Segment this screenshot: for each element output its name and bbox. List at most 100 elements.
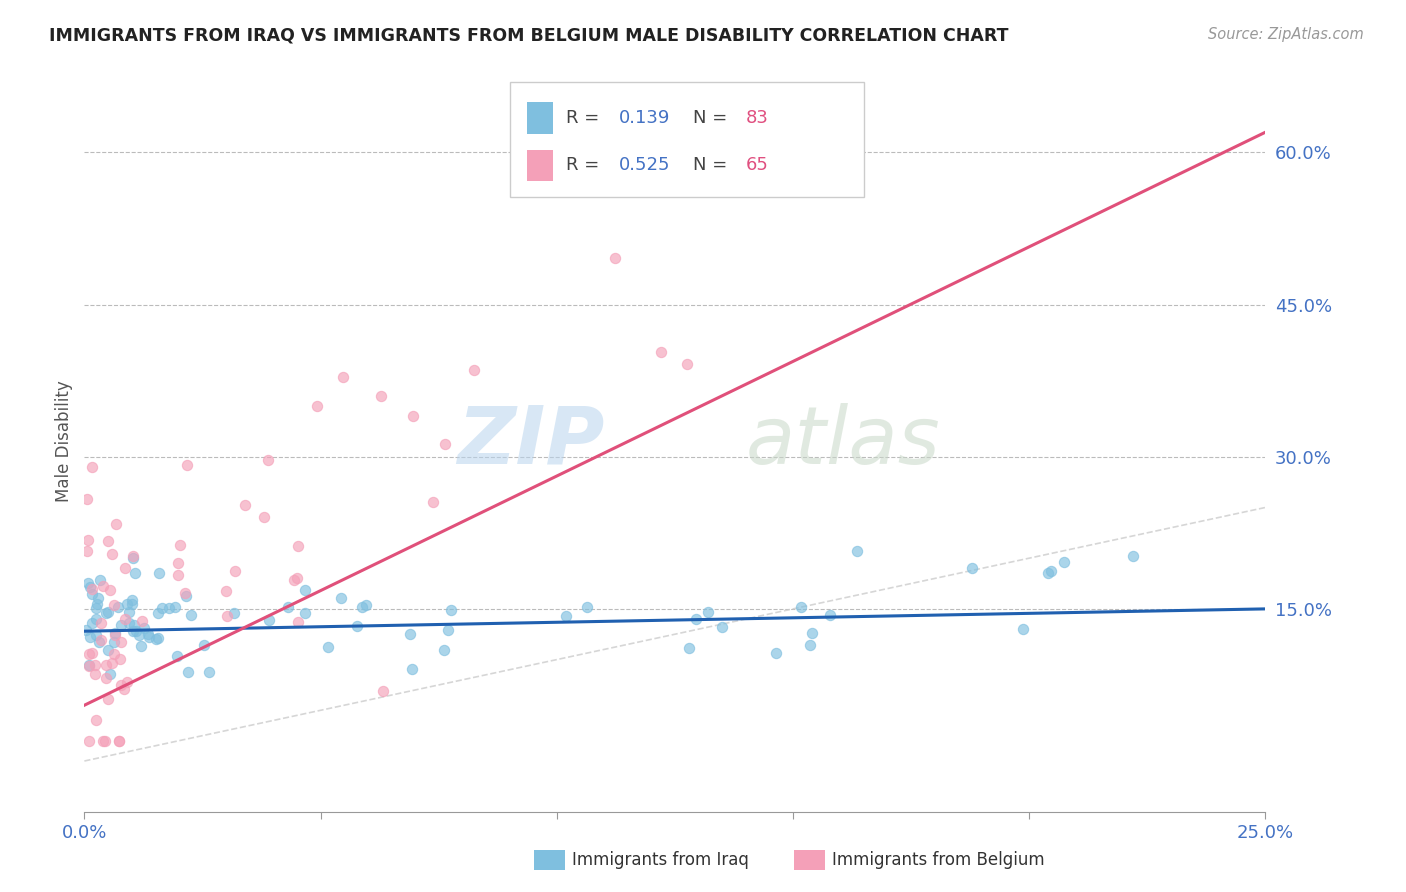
- Text: Immigrants from Iraq: Immigrants from Iraq: [572, 851, 749, 869]
- Point: [283, 574, 305, 588]
- Y-axis label: Male Disability: Male Disability: [55, 381, 73, 502]
- Point: [91, 579, 114, 593]
- Point: [157, 600, 180, 615]
- Point: [1012, 622, 1035, 636]
- Point: [114, 612, 136, 626]
- Text: 0.525: 0.525: [620, 156, 671, 174]
- Point: [370, 389, 392, 403]
- Point: [224, 564, 246, 578]
- Point: [97, 642, 120, 657]
- Point: [82, 459, 104, 474]
- Point: [685, 612, 707, 626]
- Point: [110, 635, 132, 649]
- Point: [110, 617, 132, 632]
- Point: [257, 613, 280, 627]
- Point: [82, 616, 104, 631]
- Point: [84, 628, 107, 642]
- Point: [436, 623, 458, 637]
- Point: [94, 672, 117, 686]
- Point: [121, 593, 143, 607]
- Point: [86, 713, 108, 727]
- Point: [765, 646, 787, 660]
- Point: [163, 600, 186, 615]
- Point: [1053, 555, 1076, 569]
- Point: [108, 733, 131, 747]
- Point: [576, 600, 599, 615]
- Text: Source: ZipAtlas.com: Source: ZipAtlas.com: [1208, 27, 1364, 42]
- Point: [103, 599, 125, 613]
- Point: [84, 657, 107, 672]
- Point: [193, 638, 215, 652]
- Bar: [527, 103, 553, 134]
- Text: R =: R =: [567, 109, 605, 127]
- Point: [198, 665, 221, 679]
- Point: [287, 539, 309, 553]
- Point: [433, 643, 456, 657]
- Point: [801, 625, 824, 640]
- Point: [90, 633, 112, 648]
- Point: [90, 616, 112, 631]
- Point: [79, 648, 101, 662]
- Point: [107, 733, 129, 747]
- Point: [1039, 565, 1062, 579]
- Point: [114, 560, 136, 574]
- Point: [346, 618, 368, 632]
- Point: [79, 733, 101, 747]
- Point: [332, 370, 354, 384]
- Point: [399, 627, 422, 641]
- Point: [678, 641, 700, 656]
- Point: [94, 657, 117, 672]
- Point: [422, 495, 444, 509]
- Point: [818, 607, 841, 622]
- Point: [77, 576, 100, 591]
- Point: [1122, 549, 1144, 563]
- Point: [97, 692, 120, 706]
- Text: N =: N =: [693, 156, 733, 174]
- Text: IMMIGRANTS FROM IRAQ VS IMMIGRANTS FROM BELGIUM MALE DISABILITY CORRELATION CHAR: IMMIGRANTS FROM IRAQ VS IMMIGRANTS FROM …: [49, 27, 1008, 45]
- Point: [82, 582, 104, 597]
- Text: 83: 83: [745, 109, 769, 127]
- Point: [169, 538, 191, 552]
- Point: [277, 599, 299, 614]
- Point: [138, 630, 160, 644]
- Point: [710, 620, 733, 634]
- Point: [108, 652, 131, 666]
- Point: [463, 363, 485, 377]
- Point: [103, 647, 125, 661]
- Point: [121, 597, 143, 611]
- Point: [696, 605, 718, 619]
- Point: [94, 606, 117, 620]
- Point: [294, 582, 316, 597]
- Point: [173, 586, 195, 600]
- Point: [75, 623, 97, 637]
- Point: [125, 624, 148, 638]
- Point: [799, 638, 821, 652]
- Point: [79, 580, 101, 594]
- Point: [675, 357, 697, 371]
- Point: [104, 628, 127, 642]
- Point: [97, 605, 120, 619]
- Point: [222, 607, 245, 621]
- Point: [554, 609, 576, 624]
- Point: [87, 591, 110, 606]
- Point: [84, 612, 107, 626]
- Point: [84, 601, 107, 615]
- Point: [257, 453, 280, 467]
- Point: [124, 566, 146, 580]
- Point: [77, 657, 100, 672]
- Point: [650, 345, 672, 359]
- Point: [77, 659, 100, 673]
- Point: [98, 583, 121, 598]
- Point: [132, 621, 155, 635]
- Point: [104, 517, 127, 532]
- Point: [174, 589, 197, 603]
- Point: [166, 557, 188, 571]
- Point: [253, 510, 276, 524]
- Point: [433, 437, 456, 451]
- Point: [177, 665, 200, 679]
- Point: [103, 635, 125, 649]
- Point: [1036, 566, 1059, 581]
- Point: [166, 568, 188, 582]
- Text: Immigrants from Belgium: Immigrants from Belgium: [832, 851, 1045, 869]
- Point: [294, 607, 316, 621]
